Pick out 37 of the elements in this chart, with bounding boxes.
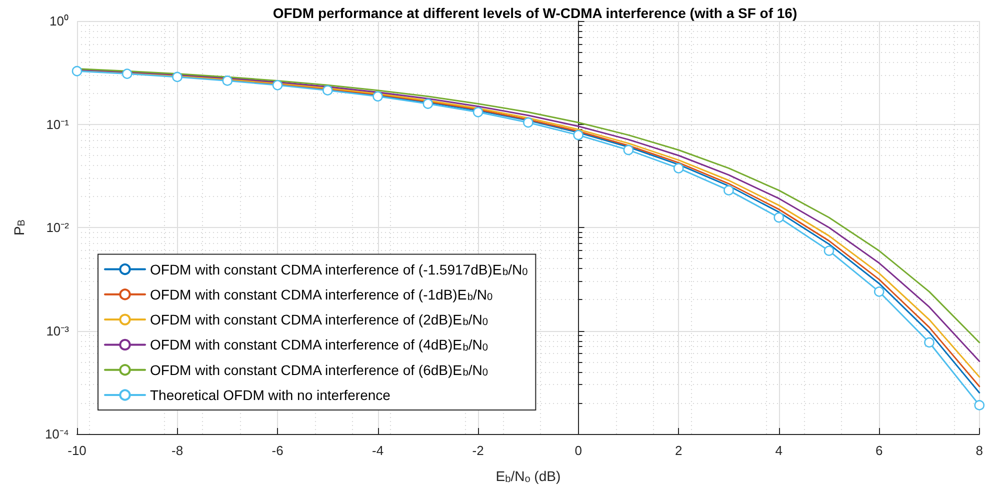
point [272,80,283,90]
point [774,212,784,223]
legend-label: Theoretical OFDM with no interference [150,387,391,403]
point [172,72,182,82]
x-tick-label: 2 [674,443,682,458]
point [573,130,584,140]
point [623,144,634,156]
point [322,85,333,96]
chart-title: OFDM performance at different levels of W-CDMA interference (with a SF of 16) [272,5,798,21]
point [523,117,534,128]
y-tick-label: 10⁻³ [46,323,70,338]
x-tick-label: -10 [68,443,86,458]
x-tick-label: 4 [775,443,782,458]
point [924,337,934,348]
point [673,163,684,174]
point [472,106,484,118]
x-tick-label: 8 [976,443,983,458]
point [222,76,233,86]
y-axis-title: PB [10,219,28,236]
point [122,68,132,79]
x-tick-label: -2 [472,443,484,458]
x-tick-label: -6 [272,443,284,458]
point [974,400,985,410]
y-tick-label: 10⁻¹ [46,116,70,132]
point [72,66,82,76]
x-tick-label: -4 [372,443,384,458]
point [422,98,434,109]
y-tick-label: 10⁻⁴ [44,426,69,442]
x-tick-label: 6 [876,443,883,458]
x-tick-label: 0 [574,443,582,458]
point [372,91,383,102]
y-tick-label: 10⁻² [46,220,70,235]
point [874,286,884,297]
y-tick-label: 10⁰ [50,14,69,28]
point [724,185,734,196]
x-tick-label: -8 [171,443,184,458]
point [824,246,834,256]
